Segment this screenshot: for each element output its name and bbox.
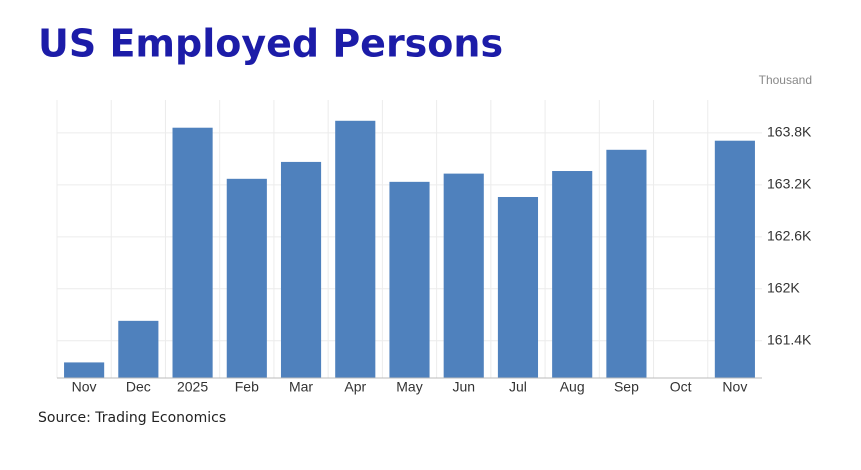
y-tick-label: 162K [767,280,800,296]
bar [443,173,484,378]
y-tick-label: 162.6K [767,228,812,244]
bar [64,362,105,378]
x-tick-label: Nov [722,379,747,395]
bar [335,120,376,379]
chart-title: US Employed Persons [38,22,503,66]
x-tick-label: Oct [670,379,692,395]
bar [389,181,430,378]
x-tick-label: Apr [344,379,366,395]
bar [552,171,593,378]
bar [172,127,213,378]
bar [226,178,267,378]
x-tick-label: Jul [509,379,527,395]
x-tick-label: Aug [560,379,585,395]
bar [606,149,647,378]
y-tick-label: 161.4K [767,331,812,347]
source: Source: Trading Economics [38,410,226,426]
x-tick-label: Mar [289,379,313,395]
y-tick-label: 163.2K [767,176,812,192]
x-tick-label: 2025 [177,379,208,395]
x-tick-label: Sep [614,379,639,395]
x-tick-label: May [396,379,422,395]
bar [118,320,159,378]
x-tick-label: Nov [72,379,97,395]
y-tick-label: 163.8K [767,124,812,140]
bar [714,140,755,378]
unit-label: Thousand [759,73,812,87]
bar [280,161,322,378]
bar [497,196,539,378]
x-tick-label: Dec [126,379,151,395]
x-tick-label: Feb [235,379,259,395]
x-tick-label: Jun [452,379,475,395]
